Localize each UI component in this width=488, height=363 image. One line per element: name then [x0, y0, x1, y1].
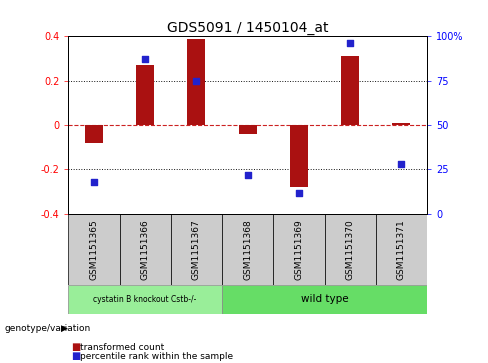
- Point: [244, 172, 252, 178]
- Bar: [341, 56, 359, 125]
- Text: GSM1151367: GSM1151367: [192, 220, 201, 280]
- Text: percentile rank within the sample: percentile rank within the sample: [80, 352, 233, 361]
- Title: GDS5091 / 1450104_at: GDS5091 / 1450104_at: [167, 21, 328, 35]
- Bar: [120, 214, 171, 285]
- Text: GSM1151365: GSM1151365: [89, 220, 99, 280]
- Point: [397, 161, 405, 167]
- Point: [90, 179, 98, 185]
- Bar: [68, 214, 120, 285]
- Point: [142, 57, 149, 62]
- Bar: [392, 123, 410, 125]
- Point: [192, 78, 200, 83]
- Text: wild type: wild type: [301, 294, 348, 305]
- Bar: [239, 125, 257, 134]
- Text: transformed count: transformed count: [80, 343, 164, 351]
- Bar: [85, 125, 103, 143]
- Text: genotype/variation: genotype/variation: [5, 324, 91, 333]
- Text: GSM1151370: GSM1151370: [346, 220, 355, 280]
- Bar: [171, 214, 222, 285]
- Text: GSM1151369: GSM1151369: [294, 220, 304, 280]
- Point: [295, 190, 303, 196]
- Text: cystatin B knockout Cstb-/-: cystatin B knockout Cstb-/-: [94, 295, 197, 304]
- Text: GSM1151368: GSM1151368: [243, 220, 252, 280]
- Bar: [273, 214, 325, 285]
- Text: ■: ■: [71, 351, 80, 362]
- Bar: [136, 65, 154, 125]
- Bar: [187, 38, 205, 125]
- Text: GSM1151371: GSM1151371: [397, 220, 406, 280]
- Bar: [290, 125, 308, 187]
- Text: GSM1151366: GSM1151366: [141, 220, 150, 280]
- Text: ■: ■: [71, 342, 80, 352]
- Bar: [376, 214, 427, 285]
- Bar: [222, 285, 427, 314]
- Bar: [325, 214, 376, 285]
- Point: [346, 41, 354, 46]
- Bar: [68, 285, 222, 314]
- Bar: [222, 214, 273, 285]
- Text: ▶: ▶: [61, 324, 68, 333]
